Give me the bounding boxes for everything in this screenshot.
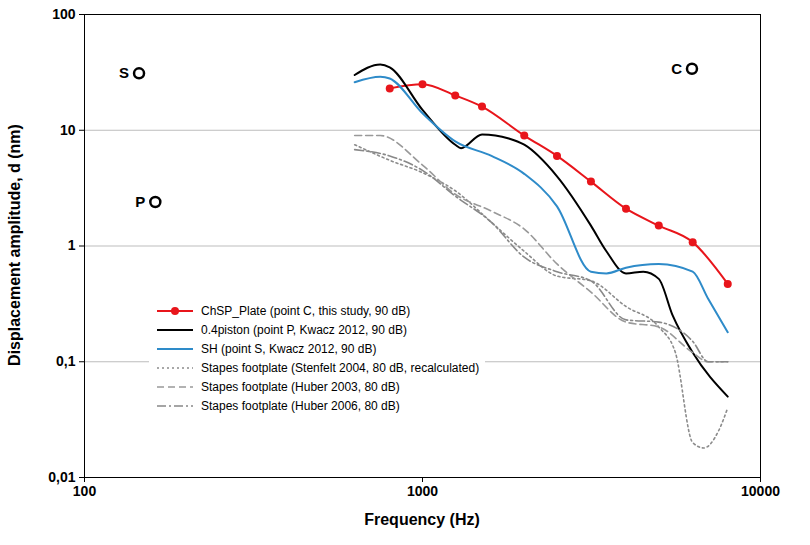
svg-text:0,1: 0,1 xyxy=(56,353,76,369)
svg-text:100: 100 xyxy=(52,6,76,22)
svg-text:100: 100 xyxy=(73,483,97,499)
html-text:Stapes footplate (Huber 2006,: Stapes footplate (Huber 2006, 80 dB) xyxy=(201,398,400,413)
svg-text:P: P xyxy=(135,193,145,210)
svg-text:10000: 10000 xyxy=(741,483,780,499)
svg-text:C: C xyxy=(671,60,682,77)
svg-text:0,01: 0,01 xyxy=(48,469,75,485)
html-text:Displacement amplitude, d (nm): Displacement amplitude, d (nm) xyxy=(5,123,22,366)
svg-text:S: S xyxy=(119,64,129,81)
html-text:0.4piston (point P, Kwacz 2012: 0.4piston (point P, Kwacz 2012, 90 dB) xyxy=(201,322,407,337)
svg-text:1000: 1000 xyxy=(407,483,438,499)
html-text:Stapes footplate (Stenfelt 200: Stapes footplate (Stenfelt 2004, 80 dB, … xyxy=(201,360,480,375)
html-text:ChSP_Plate (point C, this stud: ChSP_Plate (point C, this study, 90 dB) xyxy=(201,303,411,318)
html-text:SH (point S, Kwacz 2012, 90 dB: SH (point S, Kwacz 2012, 90 dB) xyxy=(201,341,377,356)
html-text:Frequency (Hz): Frequency (Hz) xyxy=(364,511,480,528)
svg-text:1: 1 xyxy=(68,237,76,253)
svg-text:10: 10 xyxy=(60,122,76,138)
html-text:Stapes footplate (Huber 2003,: Stapes footplate (Huber 2003, 80 dB) xyxy=(201,379,400,394)
